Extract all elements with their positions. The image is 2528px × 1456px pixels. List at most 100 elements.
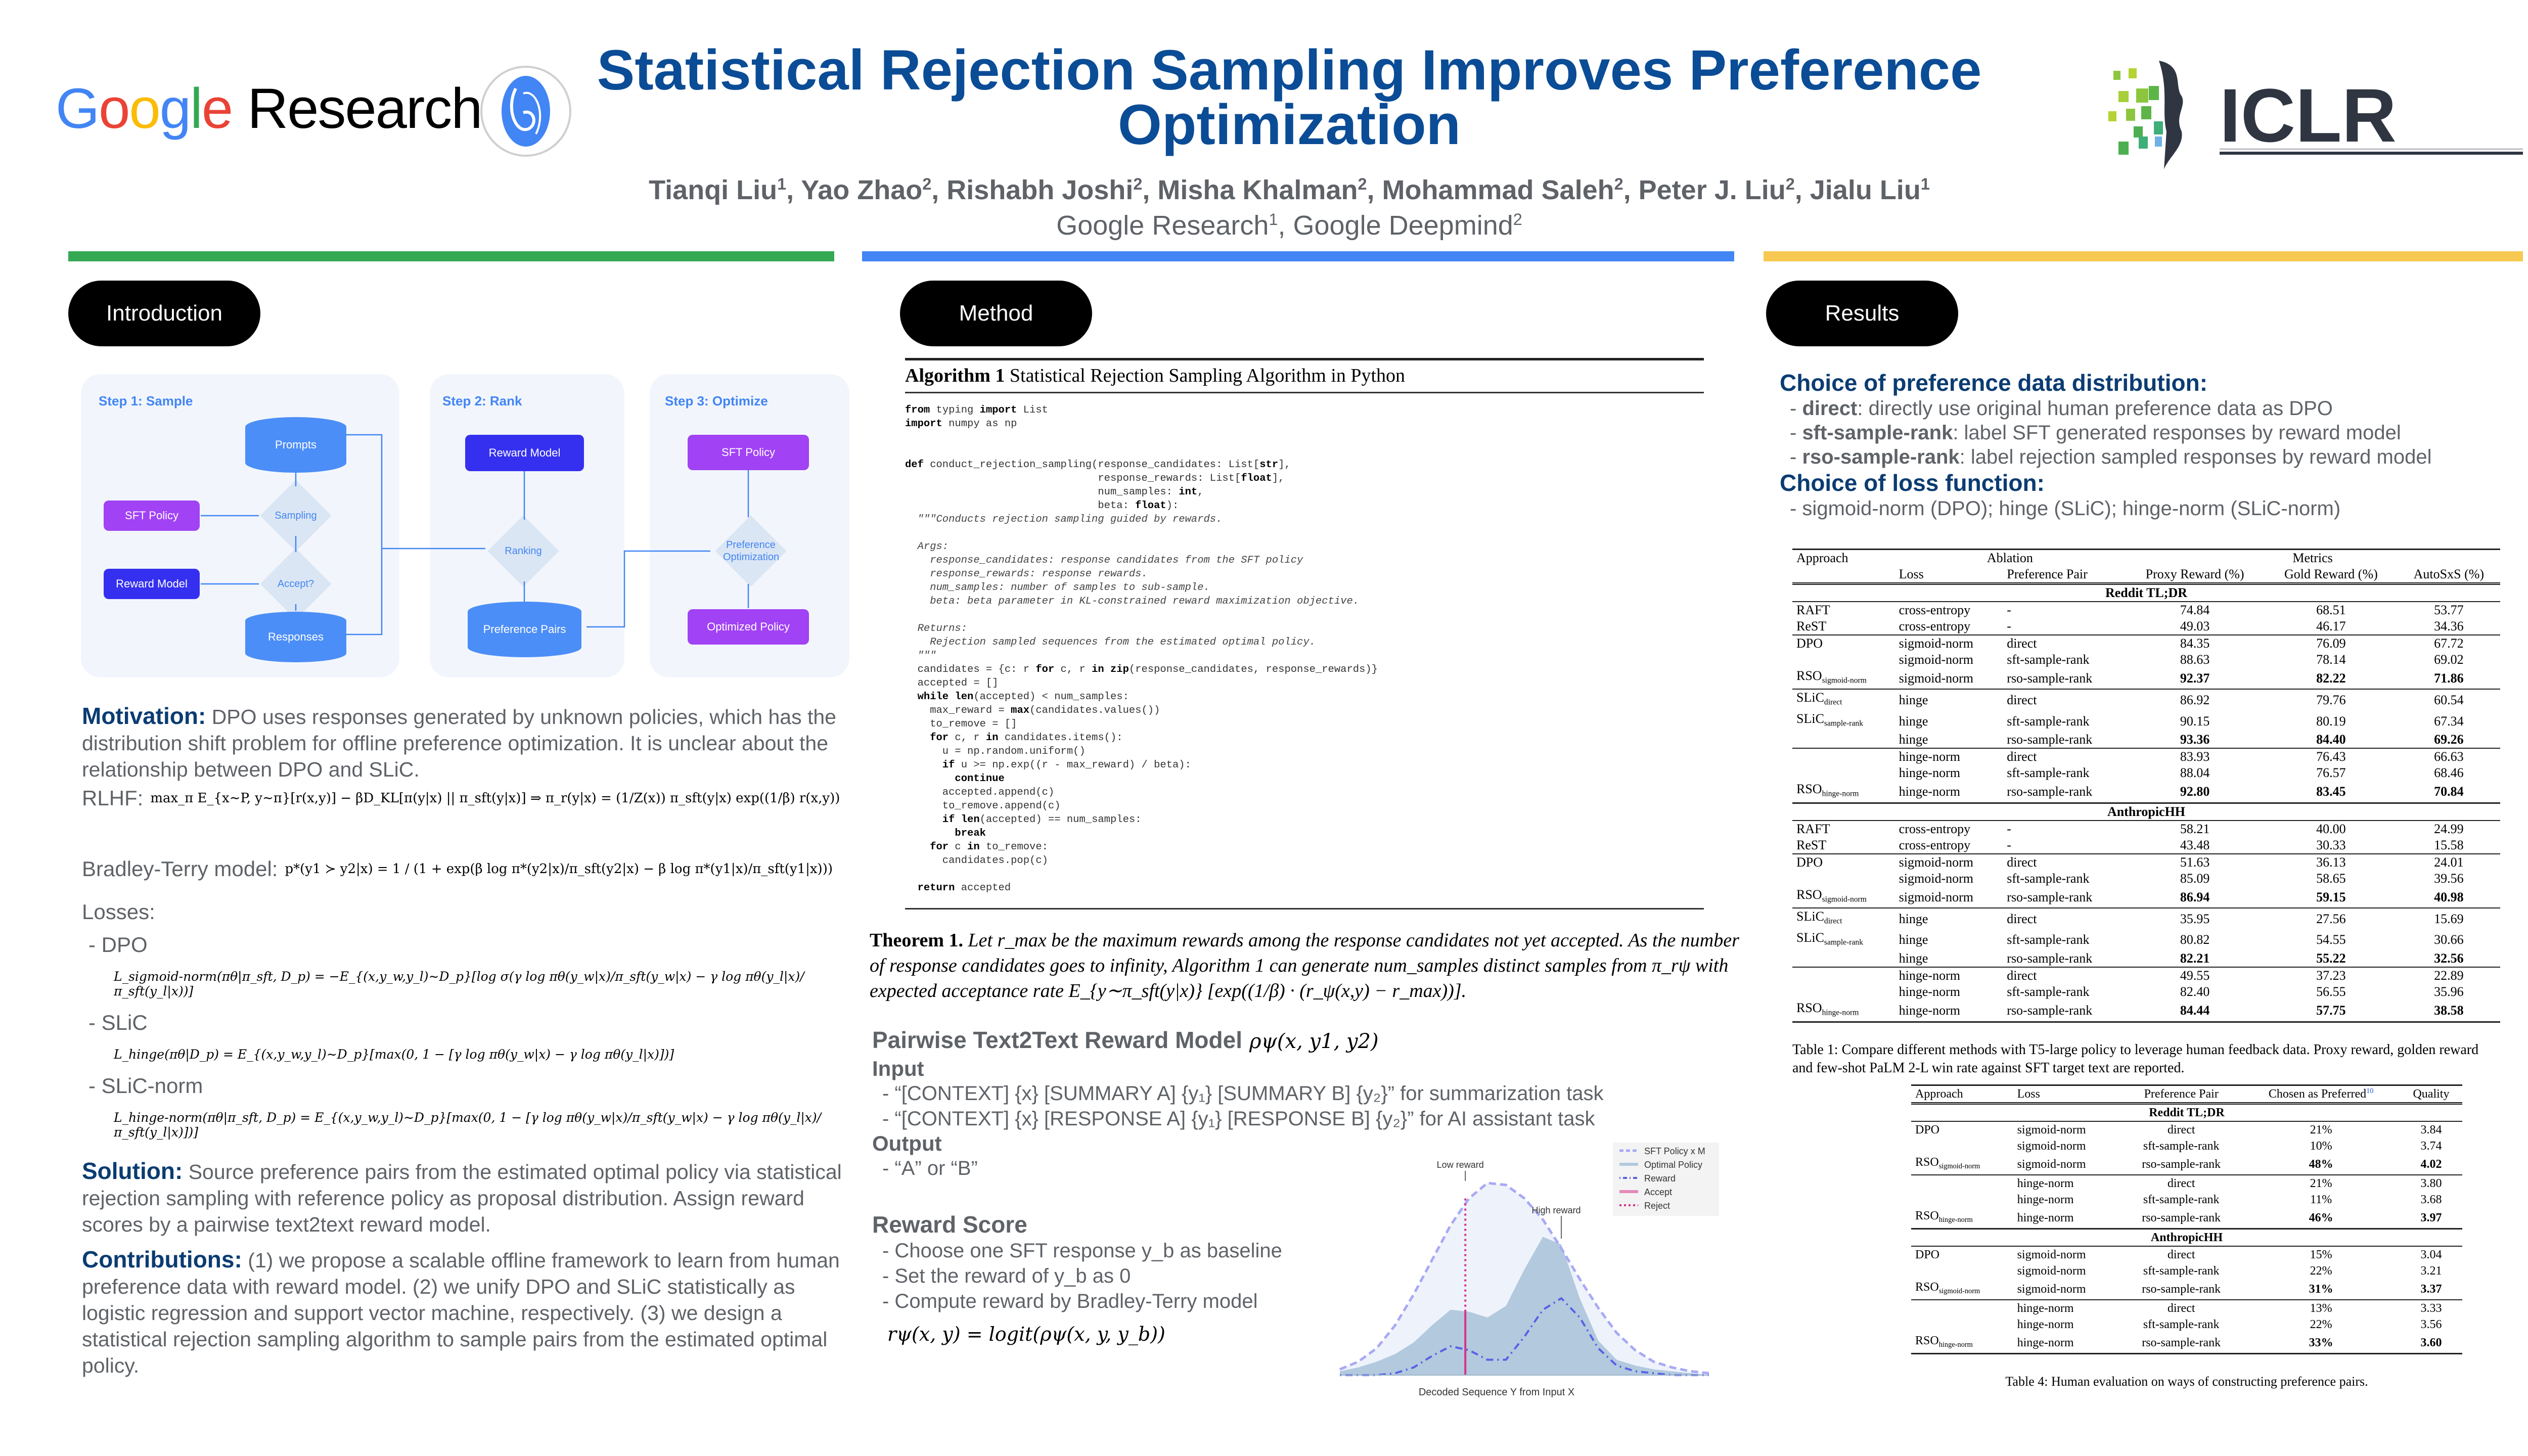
reward-model-title: Pairwise Text2Text Reward Model <box>872 1027 1242 1053</box>
loss-cell: sigmoid-norm <box>2017 1248 2086 1262</box>
column-group-header: Approach <box>1792 549 1895 566</box>
loss-name: - SLiC <box>88 1011 148 1034</box>
distribution-desc: directly use original human preference d… <box>1868 397 2333 420</box>
loss-cell: cross-entropy <box>1899 821 1971 836</box>
section-divider-green <box>68 251 834 261</box>
table-row: hinge-norm sft-sample-rank 22% 3.56 <box>1911 1316 2462 1333</box>
table-row: RSOsigmoid-norm sigmoid-norm rso-sample-ra… <box>1792 887 2500 908</box>
code-text: ): <box>1166 500 1179 512</box>
code-text: (response_candidates, response_rewards)} <box>1128 664 1378 675</box>
preference-pair-cell: direct <box>2003 853 2126 871</box>
preferred-rate-cell: 33% <box>2242 1333 2400 1355</box>
code-text <box>955 814 961 826</box>
arrow <box>586 550 710 628</box>
deepmind-swirl-icon-svg <box>502 76 550 147</box>
reward-model-box: Reward Model <box>104 569 200 599</box>
preference-pair-cell: sft-sample-rank <box>2143 1318 2220 1332</box>
code-text: c <box>949 841 968 853</box>
approach-name: RSO <box>1915 1156 1939 1169</box>
metric-cell: 35.96 <box>2434 984 2464 999</box>
author-name: Tianqi Liu <box>649 175 778 205</box>
metric-cell: 76.09 <box>2265 634 2398 652</box>
preference-pairs-database: Preference Pairs <box>468 602 581 657</box>
section-divider-yellow <box>1764 251 2523 261</box>
table-row: RSOhinge-norm hinge-norm rso-sample-rank 92… <box>1792 781 2500 803</box>
loss-cell: hinge-norm <box>2013 1333 2121 1355</box>
preference-pair-cell: sft-sample-rank <box>2007 765 2090 781</box>
code-keyword: for <box>905 841 949 853</box>
quality-cell: 3.21 <box>2420 1264 2442 1278</box>
rlhf-equation: max_π E_{x∼P, y∼π}[r(x,y)] − βD_KL[π(y|x… <box>150 791 840 806</box>
approach-name: SLiC <box>1796 930 1824 945</box>
quality-cell: 3.80 <box>2400 1174 2462 1192</box>
metric-cell: 53.77 <box>2434 603 2464 617</box>
approach-cell: SLiCdirect <box>1792 907 1895 930</box>
legend-box <box>1613 1143 1719 1216</box>
preference-pair-cell: direct <box>2120 1299 2242 1317</box>
loss-cell: sigmoid-norm <box>2017 1158 2086 1171</box>
logo-letter: G <box>56 77 100 140</box>
approach-name: RSO <box>1796 782 1822 797</box>
preference-optimization-label: Preference Optimization <box>723 539 780 563</box>
table-row: RSOsigmoid-norm sigmoid-norm rso-sample-ra… <box>1911 1154 2462 1175</box>
column-header: Chosen as Preferred10 <box>2242 1084 2400 1105</box>
metric-cell: 34.36 <box>2434 619 2464 633</box>
arrow <box>346 549 383 635</box>
approach-name: RAFT <box>1796 603 1830 617</box>
approach-subscript: hinge-norm <box>1938 1216 1973 1224</box>
motivation-label: Motivation: <box>82 703 206 729</box>
approach-cell: RSOsigmoid-norm <box>1792 668 1895 689</box>
approach-subscript: hinge-norm <box>1822 1008 1859 1017</box>
loss-cell: hinge-norm <box>1899 984 1960 999</box>
loss-choice-item: - sigmoid-norm (DPO); hinge (SLiC); hing… <box>1790 497 2341 520</box>
table-row: RSOhinge-norm hinge-norm rso-sample-rank 46… <box>1911 1208 2462 1229</box>
loss-cell: sigmoid-norm <box>1894 853 2003 871</box>
dataset-row: AnthropicHH <box>1792 802 2500 821</box>
table-row: RSOsigmoid-norm sigmoid-norm rso-sample-ra… <box>1911 1279 2462 1300</box>
table-row: RAFT cross-entropy - 74.84 68.51 53.77 <box>1792 602 2500 618</box>
approach-cell <box>1911 1299 2013 1317</box>
approach-subscript: hinge-norm <box>1938 1341 1973 1349</box>
input-formats: - “[CONTEXT] {x} [SUMMARY A] {y₁} [SUMMA… <box>872 1081 1732 1131</box>
accept-label: Accept? <box>277 578 314 589</box>
poster-title: Statistical Rejection Sampling Improves … <box>597 38 1982 156</box>
section-label-introduction: Introduction <box>68 281 260 346</box>
code-line: candidates = {c: r for c, r in zip(respo… <box>905 663 1704 676</box>
approach-cell: RSOsigmoid-norm <box>1911 1279 2013 1300</box>
output-label: Output <box>872 1131 942 1155</box>
metric-cell: 68.46 <box>2434 765 2464 781</box>
metric-cell: 67.72 <box>2397 634 2500 652</box>
metric-cell: 90.15 <box>2180 713 2210 729</box>
quality-cell: 3.04 <box>2420 1248 2442 1262</box>
table-row: hinge-norm sft-sample-rank 11% 3.68 <box>1911 1192 2462 1208</box>
approach-name: RSO <box>1796 887 1822 902</box>
code-text: to_remove = [] <box>905 718 1017 730</box>
preference-pair-cell: - <box>2007 837 2011 852</box>
approach-cell: RSOhinge-norm <box>1792 781 1895 803</box>
approach-cell: DPO <box>1792 634 1895 652</box>
footnote-mark: 10 <box>2366 1087 2374 1095</box>
distribution-item: - rso-sample-rank: label rejection sampl… <box>1790 446 2432 468</box>
code-line <box>905 868 1704 881</box>
code-line: Args: <box>905 540 1704 554</box>
metric-cell: 76.57 <box>2316 765 2346 781</box>
metric-cell: 74.84 <box>2180 603 2210 617</box>
loss-cell: hinge <box>1894 689 2003 711</box>
loss-list: - DPO L_sigmoid-norm(πθ|π_sft, D_p) = −E_… <box>88 933 857 1152</box>
metric-cell: 70.84 <box>2434 784 2464 799</box>
loss-cell: hinge-norm <box>2013 1174 2121 1192</box>
theorem-label: Theorem 1. <box>870 930 964 951</box>
annotation-low-reward: Low reward <box>1437 1160 1484 1170</box>
preference-pair-cell: rso-sample-rank <box>2142 1283 2221 1296</box>
code-keyword: import <box>979 404 1017 416</box>
dataset-row: Reddit TL;DR <box>1911 1103 2462 1122</box>
table-row: ReST cross-entropy - 49.03 46.17 34.36 <box>1792 618 2500 635</box>
table-row: sigmoid-norm sft-sample-rank 88.63 78.14 69.… <box>1792 652 2500 668</box>
contributions-paragraph: Contributions: (1) we propose a scalable… <box>82 1246 850 1379</box>
loss-cell: hinge-norm <box>2013 1299 2121 1317</box>
code-line: beta: float): <box>905 499 1704 513</box>
heading-text: Choice of preference data distribution <box>1780 370 2200 396</box>
preference-pair-cell: rso-sample-rank <box>2003 1000 2126 1023</box>
logo-letter: o <box>99 77 130 140</box>
loss-cell: hinge-norm <box>1899 784 1960 799</box>
